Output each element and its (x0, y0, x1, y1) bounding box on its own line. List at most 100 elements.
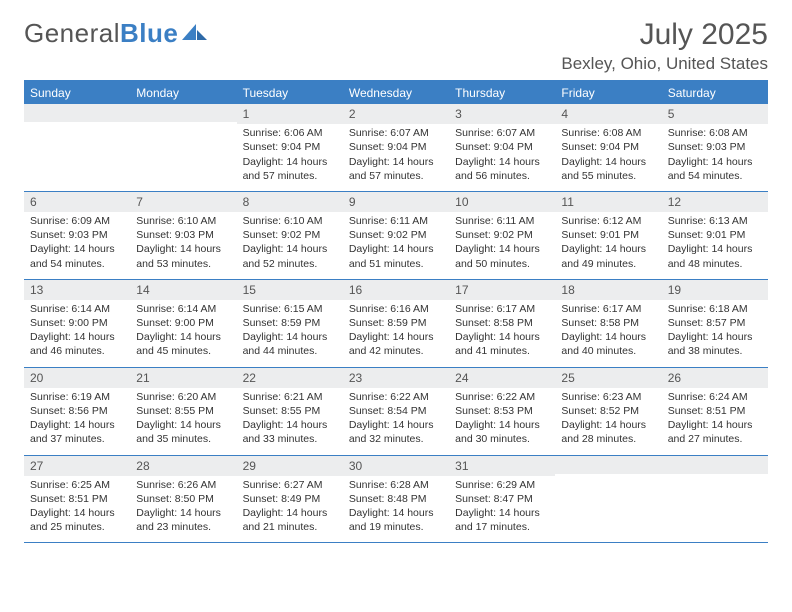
day-body: Sunrise: 6:11 AMSunset: 9:02 PMDaylight:… (449, 212, 555, 279)
day-number: 16 (343, 280, 449, 300)
sunrise-text: Sunrise: 6:09 AM (30, 214, 124, 228)
daylight-text: Daylight: 14 hours and 32 minutes. (349, 418, 443, 446)
day-cell (662, 456, 768, 543)
day-cell: 11Sunrise: 6:12 AMSunset: 9:01 PMDayligh… (555, 192, 661, 279)
sunset-text: Sunset: 8:57 PM (668, 316, 762, 330)
sunrise-text: Sunrise: 6:14 AM (136, 302, 230, 316)
daylight-text: Daylight: 14 hours and 40 minutes. (561, 330, 655, 358)
week-row: 27Sunrise: 6:25 AMSunset: 8:51 PMDayligh… (24, 456, 768, 544)
sunrise-text: Sunrise: 6:11 AM (455, 214, 549, 228)
day-cell: 28Sunrise: 6:26 AMSunset: 8:50 PMDayligh… (130, 456, 236, 543)
sail-icon (182, 18, 208, 49)
sunset-text: Sunset: 8:55 PM (136, 404, 230, 418)
day-header-row: Sunday Monday Tuesday Wednesday Thursday… (24, 82, 768, 104)
sunrise-text: Sunrise: 6:25 AM (30, 478, 124, 492)
day-cell: 8Sunrise: 6:10 AMSunset: 9:02 PMDaylight… (237, 192, 343, 279)
day-body: Sunrise: 6:27 AMSunset: 8:49 PMDaylight:… (237, 476, 343, 543)
day-body: Sunrise: 6:06 AMSunset: 9:04 PMDaylight:… (237, 124, 343, 191)
day-cell: 12Sunrise: 6:13 AMSunset: 9:01 PMDayligh… (662, 192, 768, 279)
day-number: 1 (237, 104, 343, 124)
day-cell: 30Sunrise: 6:28 AMSunset: 8:48 PMDayligh… (343, 456, 449, 543)
day-number: 4 (555, 104, 661, 124)
day-number: 10 (449, 192, 555, 212)
day-number (130, 104, 236, 122)
day-number: 3 (449, 104, 555, 124)
day-number: 18 (555, 280, 661, 300)
day-number: 22 (237, 368, 343, 388)
daylight-text: Daylight: 14 hours and 28 minutes. (561, 418, 655, 446)
sunset-text: Sunset: 9:04 PM (243, 140, 337, 154)
day-cell: 18Sunrise: 6:17 AMSunset: 8:58 PMDayligh… (555, 280, 661, 367)
day-body: Sunrise: 6:12 AMSunset: 9:01 PMDaylight:… (555, 212, 661, 279)
daylight-text: Daylight: 14 hours and 38 minutes. (668, 330, 762, 358)
day-cell: 17Sunrise: 6:17 AMSunset: 8:58 PMDayligh… (449, 280, 555, 367)
day-cell: 10Sunrise: 6:11 AMSunset: 9:02 PMDayligh… (449, 192, 555, 279)
day-body: Sunrise: 6:20 AMSunset: 8:55 PMDaylight:… (130, 388, 236, 455)
day-cell: 29Sunrise: 6:27 AMSunset: 8:49 PMDayligh… (237, 456, 343, 543)
week-row: 6Sunrise: 6:09 AMSunset: 9:03 PMDaylight… (24, 192, 768, 280)
daylight-text: Daylight: 14 hours and 35 minutes. (136, 418, 230, 446)
sunrise-text: Sunrise: 6:26 AM (136, 478, 230, 492)
day-number: 8 (237, 192, 343, 212)
sunset-text: Sunset: 9:03 PM (668, 140, 762, 154)
calendar: Sunday Monday Tuesday Wednesday Thursday… (24, 80, 768, 543)
sunset-text: Sunset: 8:51 PM (668, 404, 762, 418)
day-cell: 9Sunrise: 6:11 AMSunset: 9:02 PMDaylight… (343, 192, 449, 279)
day-cell: 26Sunrise: 6:24 AMSunset: 8:51 PMDayligh… (662, 368, 768, 455)
daylight-text: Daylight: 14 hours and 51 minutes. (349, 242, 443, 270)
daylight-text: Daylight: 14 hours and 50 minutes. (455, 242, 549, 270)
day-body: Sunrise: 6:17 AMSunset: 8:58 PMDaylight:… (449, 300, 555, 367)
sunrise-text: Sunrise: 6:23 AM (561, 390, 655, 404)
day-body: Sunrise: 6:11 AMSunset: 9:02 PMDaylight:… (343, 212, 449, 279)
day-cell: 1Sunrise: 6:06 AMSunset: 9:04 PMDaylight… (237, 104, 343, 191)
sunrise-text: Sunrise: 6:29 AM (455, 478, 549, 492)
sunset-text: Sunset: 9:02 PM (455, 228, 549, 242)
sunset-text: Sunset: 8:58 PM (561, 316, 655, 330)
daylight-text: Daylight: 14 hours and 48 minutes. (668, 242, 762, 270)
daylight-text: Daylight: 14 hours and 52 minutes. (243, 242, 337, 270)
day-number: 21 (130, 368, 236, 388)
daylight-text: Daylight: 14 hours and 41 minutes. (455, 330, 549, 358)
day-body: Sunrise: 6:16 AMSunset: 8:59 PMDaylight:… (343, 300, 449, 367)
day-cell: 4Sunrise: 6:08 AMSunset: 9:04 PMDaylight… (555, 104, 661, 191)
day-header: Saturday (662, 82, 768, 104)
sunset-text: Sunset: 8:58 PM (455, 316, 549, 330)
day-number: 5 (662, 104, 768, 124)
sunrise-text: Sunrise: 6:06 AM (243, 126, 337, 140)
week-row: 13Sunrise: 6:14 AMSunset: 9:00 PMDayligh… (24, 280, 768, 368)
sunset-text: Sunset: 9:01 PM (668, 228, 762, 242)
day-body (130, 122, 236, 186)
daylight-text: Daylight: 14 hours and 53 minutes. (136, 242, 230, 270)
day-cell: 24Sunrise: 6:22 AMSunset: 8:53 PMDayligh… (449, 368, 555, 455)
sunrise-text: Sunrise: 6:14 AM (30, 302, 124, 316)
sunrise-text: Sunrise: 6:21 AM (243, 390, 337, 404)
day-body: Sunrise: 6:24 AMSunset: 8:51 PMDaylight:… (662, 388, 768, 455)
sunset-text: Sunset: 9:02 PM (243, 228, 337, 242)
sunrise-text: Sunrise: 6:13 AM (668, 214, 762, 228)
day-cell: 13Sunrise: 6:14 AMSunset: 9:00 PMDayligh… (24, 280, 130, 367)
day-body: Sunrise: 6:26 AMSunset: 8:50 PMDaylight:… (130, 476, 236, 543)
sunset-text: Sunset: 8:47 PM (455, 492, 549, 506)
day-number: 20 (24, 368, 130, 388)
day-number: 7 (130, 192, 236, 212)
day-body: Sunrise: 6:14 AMSunset: 9:00 PMDaylight:… (130, 300, 236, 367)
day-body: Sunrise: 6:21 AMSunset: 8:55 PMDaylight:… (237, 388, 343, 455)
day-cell: 21Sunrise: 6:20 AMSunset: 8:55 PMDayligh… (130, 368, 236, 455)
sunset-text: Sunset: 8:56 PM (30, 404, 124, 418)
day-number: 14 (130, 280, 236, 300)
day-cell: 22Sunrise: 6:21 AMSunset: 8:55 PMDayligh… (237, 368, 343, 455)
day-body (662, 474, 768, 538)
daylight-text: Daylight: 14 hours and 27 minutes. (668, 418, 762, 446)
day-cell: 16Sunrise: 6:16 AMSunset: 8:59 PMDayligh… (343, 280, 449, 367)
day-body: Sunrise: 6:14 AMSunset: 9:00 PMDaylight:… (24, 300, 130, 367)
day-cell: 6Sunrise: 6:09 AMSunset: 9:03 PMDaylight… (24, 192, 130, 279)
day-header: Tuesday (237, 82, 343, 104)
daylight-text: Daylight: 14 hours and 57 minutes. (243, 155, 337, 183)
daylight-text: Daylight: 14 hours and 54 minutes. (30, 242, 124, 270)
sunset-text: Sunset: 9:02 PM (349, 228, 443, 242)
day-body: Sunrise: 6:22 AMSunset: 8:53 PMDaylight:… (449, 388, 555, 455)
sunrise-text: Sunrise: 6:15 AM (243, 302, 337, 316)
daylight-text: Daylight: 14 hours and 21 minutes. (243, 506, 337, 534)
day-cell: 25Sunrise: 6:23 AMSunset: 8:52 PMDayligh… (555, 368, 661, 455)
location: Bexley, Ohio, United States (561, 54, 768, 74)
